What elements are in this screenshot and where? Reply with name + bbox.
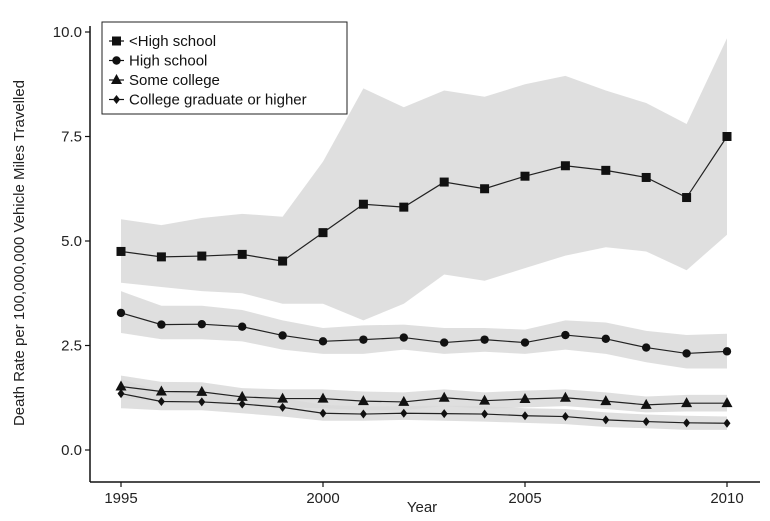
data-point-square [358,199,368,209]
data-point-triangle [277,392,289,403]
data-point-circle [116,308,126,318]
y-tick-label: 5.0 [61,233,82,250]
legend: <High school High school Some college Colle… [101,21,348,115]
data-point-circle [278,331,287,340]
data-point-square [560,161,570,171]
data-point-diamond [521,411,529,421]
data-point-circle [480,335,489,344]
x-tick-label: 2005 [508,490,541,507]
y-tick-label: 7.5 [61,129,82,146]
x-tick-label: 2000 [306,490,339,507]
data-point-square [682,193,692,203]
data-point-triangle [640,398,652,409]
y-tick-label: 10.0 [53,24,82,41]
data-point-square [480,184,490,194]
confidence-band-1 [121,291,727,369]
data-point-circle [440,338,449,347]
series-line-3 [120,392,728,424]
data-point-diamond [359,409,367,419]
y-ticks: 0.0 2.5 5.0 7.5 10.0 [53,24,90,459]
x-axis-label: Year [407,499,437,516]
legend-marker-square [112,36,121,46]
data-point-square [601,165,611,175]
data-point-triangle [438,391,450,402]
y-tick-label: 0.0 [61,442,82,459]
x-ticks: 1995 2000 2005 2010 [104,482,744,507]
x-tick-label: 2010 [710,490,743,507]
data-point-square [439,177,449,187]
y-axis-label: Death Rate per 100,000,000 Vehicle Miles… [11,80,28,426]
data-point-diamond [279,402,287,412]
data-point-square [156,252,166,262]
legend-marker-triangle [111,74,122,84]
data-point-circle [520,338,530,347]
data-point-diamond [723,418,731,428]
data-point-square [318,228,328,238]
data-point-triangle [196,385,208,396]
series-line-2 [120,385,727,406]
data-point-circle [157,320,166,329]
legend-entry: College graduate or higher [129,92,307,109]
data-point-circle [561,330,570,340]
legend-marker-circle [112,56,121,65]
data-point-circle [318,337,328,346]
data-point-circle [359,335,368,344]
legend-entry: Some college [129,72,220,89]
data-point-square [278,256,288,266]
data-point-circle [399,333,408,342]
data-point-triangle [519,393,531,404]
data-point-triangle [681,397,693,408]
data-point-diamond [198,397,206,407]
series-line-0 [120,136,728,262]
data-point-triangle [236,390,248,401]
data-point-square [641,172,651,182]
data-point-square [237,249,247,259]
series-line-1 [120,312,728,355]
series-lines [120,136,728,424]
data-point-diamond [642,417,650,427]
data-point-diamond [561,412,569,422]
confidence-band-0 [121,38,727,321]
legend-box [101,21,348,115]
data-point-triangle [559,391,571,402]
data-point-diamond [683,418,691,428]
data-point-diamond [319,408,327,418]
data-point-square [197,251,207,261]
data-point-triangle [357,395,369,406]
data-point-triangle [721,397,733,408]
data-point-square [520,171,530,181]
data-point-triangle [600,395,612,406]
series-markers [115,132,733,428]
data-point-circle [197,319,206,329]
data-point-triangle [155,385,167,396]
legend-entry: High school [129,53,207,70]
data-point-diamond [602,415,610,425]
legend-entry: <High school [129,33,216,50]
data-point-triangle [479,394,491,405]
data-point-circle [238,322,247,331]
data-point-circle [642,343,651,352]
data-point-triangle [317,392,329,403]
data-point-diamond [117,389,125,399]
data-point-diamond [238,399,246,409]
legend-marker-diamond [113,95,120,104]
data-point-triangle [115,380,127,391]
data-point-square [722,132,732,141]
data-point-square [116,246,126,256]
data-point-diamond [400,408,408,418]
data-point-circle [682,349,691,358]
data-point-circle [601,334,610,344]
x-tick-label: 1995 [104,490,137,507]
data-point-circle [722,347,732,356]
data-point-square [399,202,409,212]
data-point-diamond [481,409,489,419]
data-point-diamond [157,397,165,407]
data-point-diamond [440,409,448,419]
data-point-triangle [398,395,410,406]
y-tick-label: 2.5 [61,338,82,355]
